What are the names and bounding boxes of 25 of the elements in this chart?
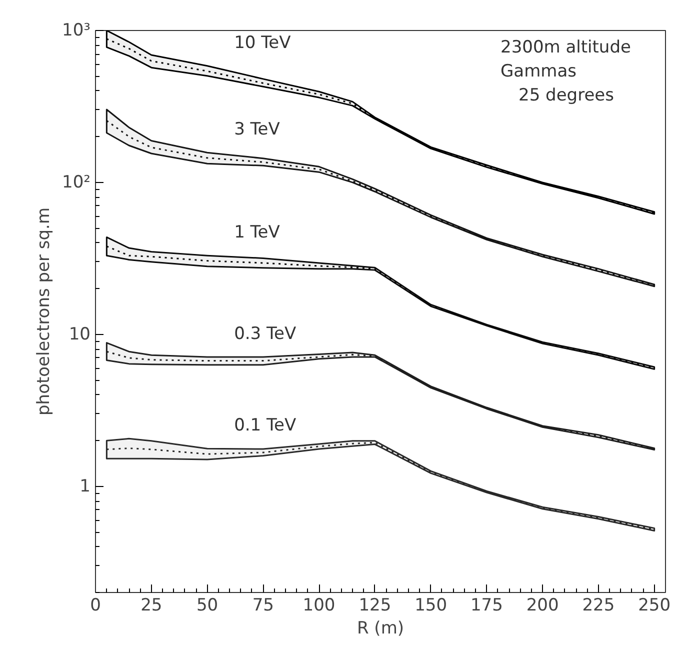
x-tick-label: 225 (582, 596, 615, 616)
x-tick-label: 0 (90, 596, 101, 616)
x-tick-label: 50 (196, 596, 218, 616)
annotation: 2300m altitude (500, 38, 631, 58)
y-axis-title: photoelectrons per sq.m (34, 207, 54, 416)
x-tick-label: 100 (302, 596, 336, 616)
x-tick-label: 250 (638, 596, 671, 616)
x-tick-label: 200 (526, 596, 559, 616)
x-tick-label: 150 (414, 596, 448, 616)
x-axis-title: R (m) (356, 618, 404, 638)
series-label: 0.1 TeV (234, 416, 296, 436)
y-tick-label: 10³ (62, 20, 91, 40)
y-tick-label: 1 (80, 476, 91, 496)
x-tick-label: 125 (358, 596, 392, 616)
y-tick-label: 10² (62, 172, 91, 192)
series-label: 3 TeV (234, 120, 280, 140)
x-tick-label: 75 (252, 596, 274, 616)
x-tick-label: 25 (140, 596, 162, 616)
y-tick-label: 10 (68, 324, 91, 344)
series-label: 0.3 TeV (234, 324, 296, 344)
x-tick-label: 175 (470, 596, 503, 616)
series-label: 1 TeV (234, 222, 280, 242)
annotation: 25 degrees (518, 86, 614, 106)
annotation: Gammas (500, 62, 577, 82)
series-label: 10 TeV (234, 32, 292, 53)
